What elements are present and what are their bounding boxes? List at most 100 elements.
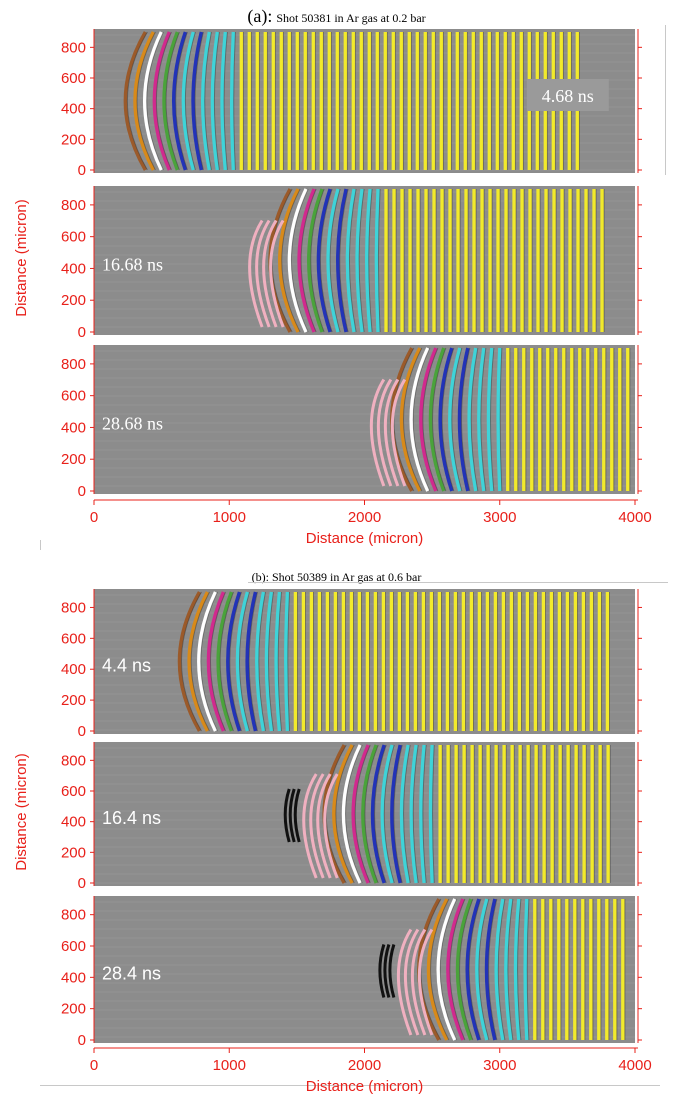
fringe-line [399, 744, 410, 884]
fringe-shadow [459, 898, 474, 1041]
fringe-shadow [374, 744, 387, 884]
fringe-line-pink [396, 928, 413, 1036]
fringe-line-black [293, 788, 301, 843]
fringe-line [287, 188, 308, 333]
fringe-shadow [204, 31, 212, 171]
frame-line [248, 582, 668, 583]
y-tick-label: 800 [61, 752, 86, 769]
fringe-line [191, 31, 204, 171]
fringe-line-pink [417, 928, 434, 1036]
x-axis-title: Distance (micron) [306, 530, 424, 547]
fringe-line [494, 898, 505, 1041]
panel-axes: 0 200 400 600 800 [61, 742, 642, 892]
time-label: 28.4 ns [102, 964, 161, 984]
fringe-shadow [291, 188, 309, 333]
fringe-shadow [287, 591, 290, 732]
fringe-line-pink [302, 773, 318, 879]
fringe-shadow [499, 347, 503, 492]
fringe-line [390, 744, 402, 884]
time-label: 16.68 ns [102, 255, 163, 275]
fringe-shadow [517, 898, 522, 1041]
fringe-line [486, 347, 494, 492]
fringe-line [446, 898, 465, 1041]
y-tick-label: 800 [61, 907, 86, 924]
fringe-line [143, 31, 163, 171]
fringe-shadow [403, 347, 423, 492]
fringe-line-pink [403, 928, 420, 1036]
fringe-line-black [288, 788, 296, 843]
panel-axes: 0 200 400 600 800 [61, 589, 642, 740]
fringe-shadow [354, 744, 371, 884]
fringe-shadow [480, 347, 487, 492]
fringe-line [133, 31, 155, 171]
fringe-shadow [449, 898, 466, 1041]
fringe-shadow [432, 744, 435, 884]
y-tick-label: 400 [61, 814, 86, 831]
frame-line [40, 540, 41, 550]
fringe-shadow [432, 347, 447, 492]
fringe-shadow [194, 31, 204, 171]
fringe-shadow [238, 591, 250, 732]
y-tick-label: 400 [61, 101, 86, 118]
fringe-shadow [181, 591, 202, 732]
fringe-shadow [358, 188, 365, 333]
fringe-line [455, 898, 473, 1041]
fringe-line [523, 898, 529, 1041]
figure_a-panel-2: 0 200 400 600 800 16.68 ns [61, 186, 642, 341]
fringe-line [187, 591, 210, 732]
x-tick-label: 3000 [483, 1057, 516, 1074]
y-tick-label: 200 [61, 292, 86, 309]
fringe-line [326, 188, 340, 333]
y-tick-label: 400 [61, 260, 86, 277]
y-tick-label: 800 [61, 197, 86, 214]
fringe-shadow [368, 188, 373, 333]
fringe-shadow [441, 347, 455, 492]
fringe-shadow [329, 188, 341, 333]
fringe-shadow [155, 31, 172, 171]
fringe-shadow [422, 744, 427, 884]
fringe-shadow [422, 347, 439, 492]
panel-background [94, 345, 635, 494]
fringe-shadow [478, 898, 490, 1041]
fringe-shadow [229, 591, 242, 732]
y-tick-label: 0 [78, 723, 86, 740]
y-tick-label: 600 [61, 229, 86, 246]
x-tick-label: 1000 [213, 509, 246, 526]
fringe-line [197, 591, 218, 732]
y-axis-title: Distance (micron) [13, 753, 30, 871]
fringe-line [336, 188, 348, 333]
y-tick-label: 200 [61, 131, 86, 148]
fringe-line-pink [316, 773, 332, 879]
fringe-line [426, 898, 449, 1041]
fringe-shadow [377, 188, 381, 333]
fringe-shadow [461, 347, 471, 492]
fringe-shadow [248, 591, 258, 732]
fringe-line [475, 898, 489, 1041]
y-tick-label: 800 [61, 39, 86, 56]
fringe-line [370, 744, 386, 884]
fringe-shadow [497, 898, 506, 1041]
fringe-line [467, 347, 478, 492]
fringe-shadow [233, 31, 236, 171]
fringe-shadow [488, 898, 498, 1041]
time-label: 4.4 ns [102, 656, 151, 676]
fringe-line [216, 591, 234, 732]
y-tick-label: 200 [61, 1001, 86, 1018]
fringe-shadow [403, 744, 411, 884]
panel-background [94, 896, 635, 1043]
fringe-line [171, 31, 188, 171]
caption-a: (a): Shot 50381 in Ar gas at 0.2 bar [0, 6, 673, 27]
fringe-line [374, 188, 380, 333]
fringe-shadow [190, 591, 210, 732]
fringe-line-pink [262, 219, 278, 328]
y-tick-label: 400 [61, 969, 86, 986]
y-tick-label: 600 [61, 388, 86, 405]
fringe-shadow [200, 591, 218, 732]
fringe-shadow [320, 188, 333, 333]
fringe-shadow [267, 591, 274, 732]
x-tick-label: 4000 [618, 509, 651, 526]
fringe-shadow [223, 31, 228, 171]
y-tick-label: 600 [61, 938, 86, 955]
frame-line [665, 25, 666, 175]
fringe-shadow [490, 347, 495, 492]
